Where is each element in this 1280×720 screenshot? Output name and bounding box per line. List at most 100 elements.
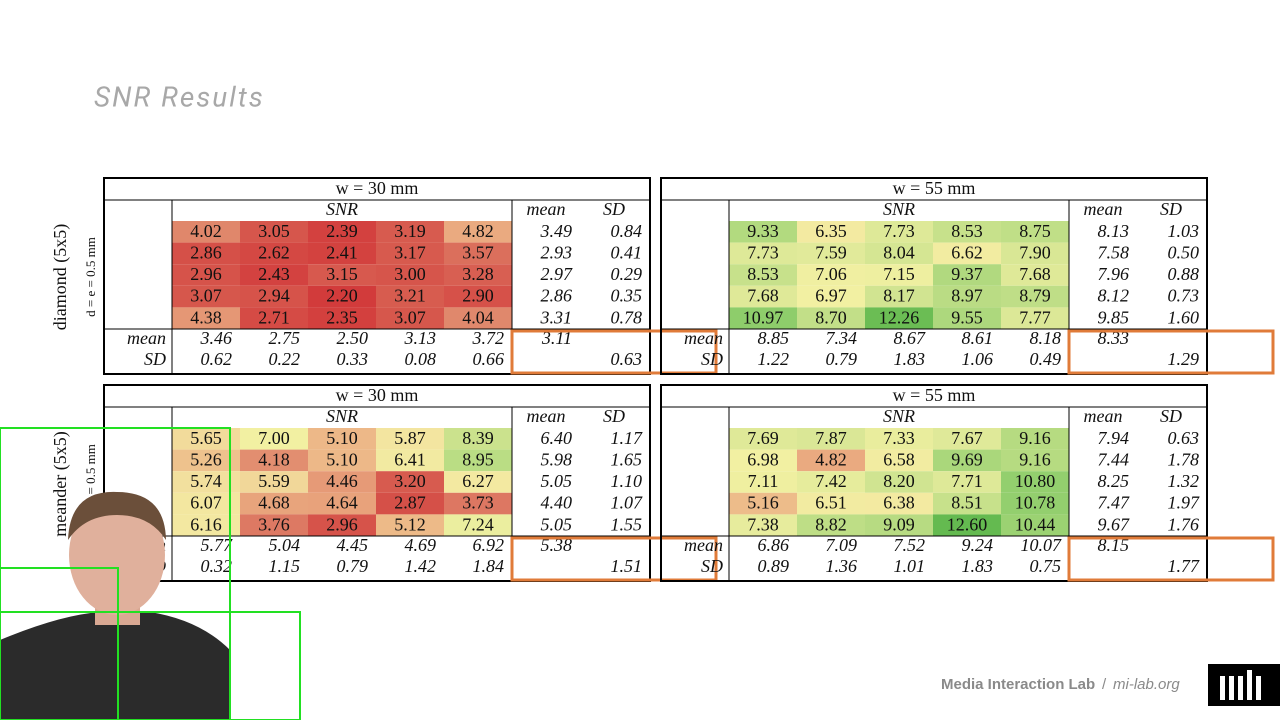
cell-value: 7.33 <box>883 428 915 448</box>
cell-value: 7.68 <box>1019 264 1051 284</box>
heat-cell <box>308 307 376 329</box>
heat-cell <box>240 492 308 515</box>
mean-row-label: mean <box>684 328 723 348</box>
cell-value: 2.96 <box>190 264 222 284</box>
heat-cell <box>444 428 512 450</box>
table-header: w = 30 mm <box>336 178 419 198</box>
logo-bar <box>1229 676 1234 700</box>
cell-value: 6.97 <box>815 286 847 306</box>
row-mean: 6.40 <box>541 428 573 448</box>
cell-value: 7.73 <box>883 221 915 241</box>
heat-cell <box>444 471 512 493</box>
footer-lab: Media Interaction Lab <box>941 676 1095 693</box>
footer-separator: / <box>1102 676 1107 693</box>
heat-cell <box>797 514 865 536</box>
col-sd: 1.42 <box>405 556 437 576</box>
cell-value: 5.26 <box>190 450 222 470</box>
row-mean: 4.40 <box>541 493 573 513</box>
row-sd: 1.97 <box>1168 493 1201 513</box>
heat-cell <box>933 285 1001 308</box>
heat-cell <box>1001 242 1069 265</box>
highlight-box <box>1067 536 1275 582</box>
snr-label: SNR <box>326 199 358 219</box>
cell-value: 3.07 <box>190 286 222 306</box>
cell-value: 10.97 <box>743 307 784 327</box>
cell-value: 7.90 <box>1019 243 1051 263</box>
table: 4.02 3.05 2.39 3.19 4.82 2.86 2.62 2.41 3.17 3.57… <box>103 177 718 375</box>
cell-value: 6.51 <box>815 493 847 513</box>
heat-cell <box>308 492 376 515</box>
cell-value: 5.10 <box>326 450 358 470</box>
heat-cell <box>172 221 240 243</box>
cell-value: 7.38 <box>747 514 779 534</box>
heat-cell <box>1001 285 1069 308</box>
logo-bar <box>1220 676 1225 700</box>
cell-value: 4.38 <box>190 307 222 327</box>
heat-cell <box>1001 264 1069 286</box>
heat-cell <box>729 514 797 536</box>
row-sd: 1.03 <box>1168 221 1200 241</box>
heat-cell <box>865 285 933 308</box>
col-sd: 1.22 <box>758 349 790 369</box>
heat-cell <box>376 307 444 329</box>
cell-value: 8.39 <box>462 428 494 448</box>
cell-value: 9.16 <box>1019 428 1051 448</box>
col-mean: 5.77 <box>201 535 234 555</box>
cell-value: 8.53 <box>951 221 983 241</box>
person-shirt <box>0 612 230 720</box>
cell-value: 7.68 <box>747 286 779 306</box>
cell-value: 7.00 <box>258 428 290 448</box>
heat-cell <box>865 264 933 286</box>
total-mean: 5.38 <box>541 535 573 555</box>
heat-cell <box>444 242 512 265</box>
row-sd: 0.29 <box>611 264 643 284</box>
heat-cell <box>797 471 865 493</box>
heat-cell <box>444 285 512 308</box>
mean-label: mean <box>527 406 566 426</box>
total-sd: 0.63 <box>611 349 643 369</box>
heat-cell <box>933 242 1001 265</box>
cell-value: 4.04 <box>462 307 494 327</box>
row-mean: 8.13 <box>1098 221 1130 241</box>
col-sd: 1.36 <box>826 556 858 576</box>
heat-cell <box>308 471 376 493</box>
cell-value: 9.09 <box>883 514 915 534</box>
cell-value: 8.04 <box>883 243 915 263</box>
row-mean: 5.05 <box>541 471 573 491</box>
col-mean: 6.92 <box>473 535 505 555</box>
cell-value: 6.16 <box>190 514 222 534</box>
person-hair <box>68 491 166 540</box>
snr-label: SNR <box>883 199 915 219</box>
cell-value: 7.69 <box>747 428 779 448</box>
heat-cell <box>865 428 933 450</box>
heat-cell <box>308 449 376 472</box>
side-sublabel: d = e = 0.5 mm <box>83 237 98 317</box>
cell-value: 10.80 <box>1015 471 1056 491</box>
cell-value: 8.17 <box>883 286 915 306</box>
cell-value: 2.62 <box>258 243 290 263</box>
mean-row-label: mean <box>684 535 723 555</box>
row-sd: 0.84 <box>611 221 643 241</box>
heat-cell <box>865 449 933 472</box>
row-sd: 1.07 <box>611 493 644 513</box>
table: 9.33 6.35 7.73 8.53 8.757.73 7.59 8.04 6.62 7.90… <box>660 177 1275 375</box>
cell-value: 6.58 <box>883 450 915 470</box>
cell-value: 2.94 <box>258 286 290 306</box>
sd-row-label: SD <box>144 349 166 369</box>
cell-value: 9.37 <box>951 264 983 284</box>
row-mean: 7.47 <box>1098 493 1131 513</box>
col-mean: 2.50 <box>337 328 369 348</box>
cell-value: 3.00 <box>394 264 426 284</box>
cell-value: 12.26 <box>879 307 920 327</box>
total-sd: 1.29 <box>1168 349 1200 369</box>
row-mean: 9.85 <box>1098 307 1130 327</box>
mean-label: mean <box>527 199 566 219</box>
heat-cell <box>308 285 376 308</box>
cell-value: 4.02 <box>190 221 222 241</box>
row-sd: 1.55 <box>611 514 643 534</box>
row-mean: 5.98 <box>541 450 573 470</box>
cell-value: 5.12 <box>394 514 426 534</box>
cell-value: 2.86 <box>190 243 222 263</box>
heat-cell <box>376 242 444 265</box>
cell-value: 4.82 <box>462 221 494 241</box>
